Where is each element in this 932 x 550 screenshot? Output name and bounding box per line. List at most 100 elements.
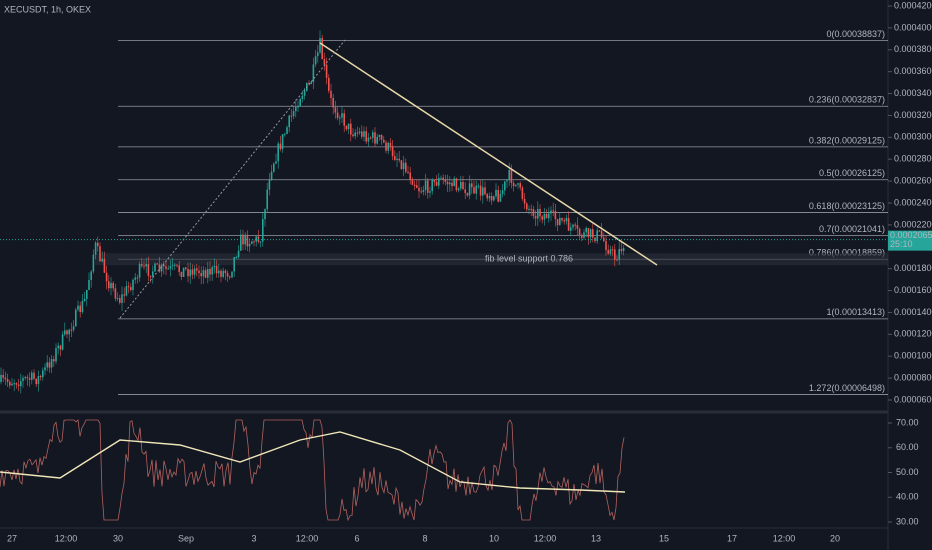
candle-body xyxy=(125,286,128,296)
candle-body xyxy=(600,230,603,238)
countdown-label: 25:10 xyxy=(890,239,913,249)
candle-body xyxy=(211,267,213,275)
candle-body xyxy=(154,263,156,272)
candle-body xyxy=(145,264,147,267)
candle-body xyxy=(99,246,101,262)
price-tick-label: 0.00008000 xyxy=(894,372,932,382)
candle-body xyxy=(508,169,510,181)
candle-body xyxy=(176,264,178,266)
candle-body xyxy=(163,264,165,267)
candle-body xyxy=(567,217,570,231)
fib-label: 0.236(0.00032837) xyxy=(809,95,885,105)
candle-body xyxy=(499,193,502,202)
candle-body xyxy=(422,190,425,192)
rsi-tick-label: 30.00 xyxy=(896,516,919,526)
candle-body xyxy=(116,298,119,300)
candle-body xyxy=(402,162,405,170)
candle-body xyxy=(26,377,29,379)
candle-body xyxy=(110,282,112,289)
candle-body xyxy=(427,180,429,193)
candle-body xyxy=(539,208,541,217)
candle-body xyxy=(290,115,293,117)
candle-body xyxy=(416,185,418,188)
candle-body xyxy=(429,191,431,193)
candle-body xyxy=(446,181,449,185)
time-label: 12:00 xyxy=(55,533,78,543)
candle-body xyxy=(207,268,209,278)
candle-body xyxy=(292,111,295,117)
candle-body xyxy=(438,177,440,186)
candle-body xyxy=(213,265,216,268)
candle-body xyxy=(328,77,330,91)
candle-body xyxy=(37,375,40,385)
candle-body xyxy=(618,249,620,260)
candle-body xyxy=(534,216,537,219)
candle-body xyxy=(493,196,495,201)
time-label: 6 xyxy=(354,533,359,543)
price-tick-label: 0.00030000 xyxy=(894,132,932,142)
rsi-tick-label: 60.00 xyxy=(896,442,919,452)
candle-body xyxy=(347,123,350,130)
candle-body xyxy=(336,112,339,118)
candle-body xyxy=(123,294,125,296)
price-tick-label: 0.00032000 xyxy=(894,110,932,120)
current-price-box xyxy=(888,230,932,251)
price-tick-label: 0.00036000 xyxy=(894,66,932,76)
candle-body xyxy=(28,378,31,380)
candle-body xyxy=(268,179,271,190)
candle-body xyxy=(420,191,422,193)
candle-body xyxy=(24,377,26,379)
candle-body xyxy=(112,282,114,289)
candle-body xyxy=(449,182,451,185)
support-zone xyxy=(95,253,888,266)
price-tick-label: 0.00038000 xyxy=(894,44,932,54)
time-label: 3 xyxy=(251,533,256,543)
rsi-smooth xyxy=(0,431,626,493)
candle-body xyxy=(92,254,95,272)
candle-body xyxy=(6,379,9,382)
candle-body xyxy=(264,209,266,220)
candle-body xyxy=(17,384,20,387)
candle-body xyxy=(204,270,207,278)
rsi-tick-label: 70.00 xyxy=(896,417,919,427)
candle-body xyxy=(490,195,493,201)
candle-body xyxy=(576,225,579,229)
candle-body xyxy=(363,131,365,137)
candle-body xyxy=(361,131,363,137)
candle-body xyxy=(171,265,174,267)
candle-body xyxy=(455,178,458,191)
candle-body xyxy=(380,134,383,140)
candle-body xyxy=(191,269,194,275)
candle-body xyxy=(308,82,310,84)
time-label: 20 xyxy=(830,533,840,543)
candle-body xyxy=(451,182,453,187)
candle-body xyxy=(20,381,22,387)
candle-body xyxy=(0,374,2,382)
candle-body xyxy=(477,185,480,187)
candle-body xyxy=(31,372,33,380)
candle-body xyxy=(273,163,275,172)
candle-body xyxy=(541,216,543,220)
candle-body xyxy=(196,268,198,271)
candle-body xyxy=(286,127,288,134)
candle-body xyxy=(616,259,618,261)
candle-body xyxy=(475,185,477,194)
candle-body xyxy=(284,133,286,135)
time-label: 12:00 xyxy=(296,533,319,543)
candle-body xyxy=(581,235,583,238)
candle-body xyxy=(35,378,37,385)
candle-body xyxy=(383,139,385,143)
candle-body xyxy=(59,345,62,350)
time-label: 17 xyxy=(727,533,737,543)
candle-body xyxy=(275,161,277,164)
candle-body xyxy=(611,249,614,251)
candle-body xyxy=(209,268,211,275)
candle-body xyxy=(233,257,235,272)
candle-body xyxy=(565,217,568,222)
candle-body xyxy=(400,160,403,170)
candle-body xyxy=(169,266,172,269)
candle-body xyxy=(108,281,110,289)
candle-body xyxy=(504,181,506,191)
candle-body xyxy=(130,287,132,291)
